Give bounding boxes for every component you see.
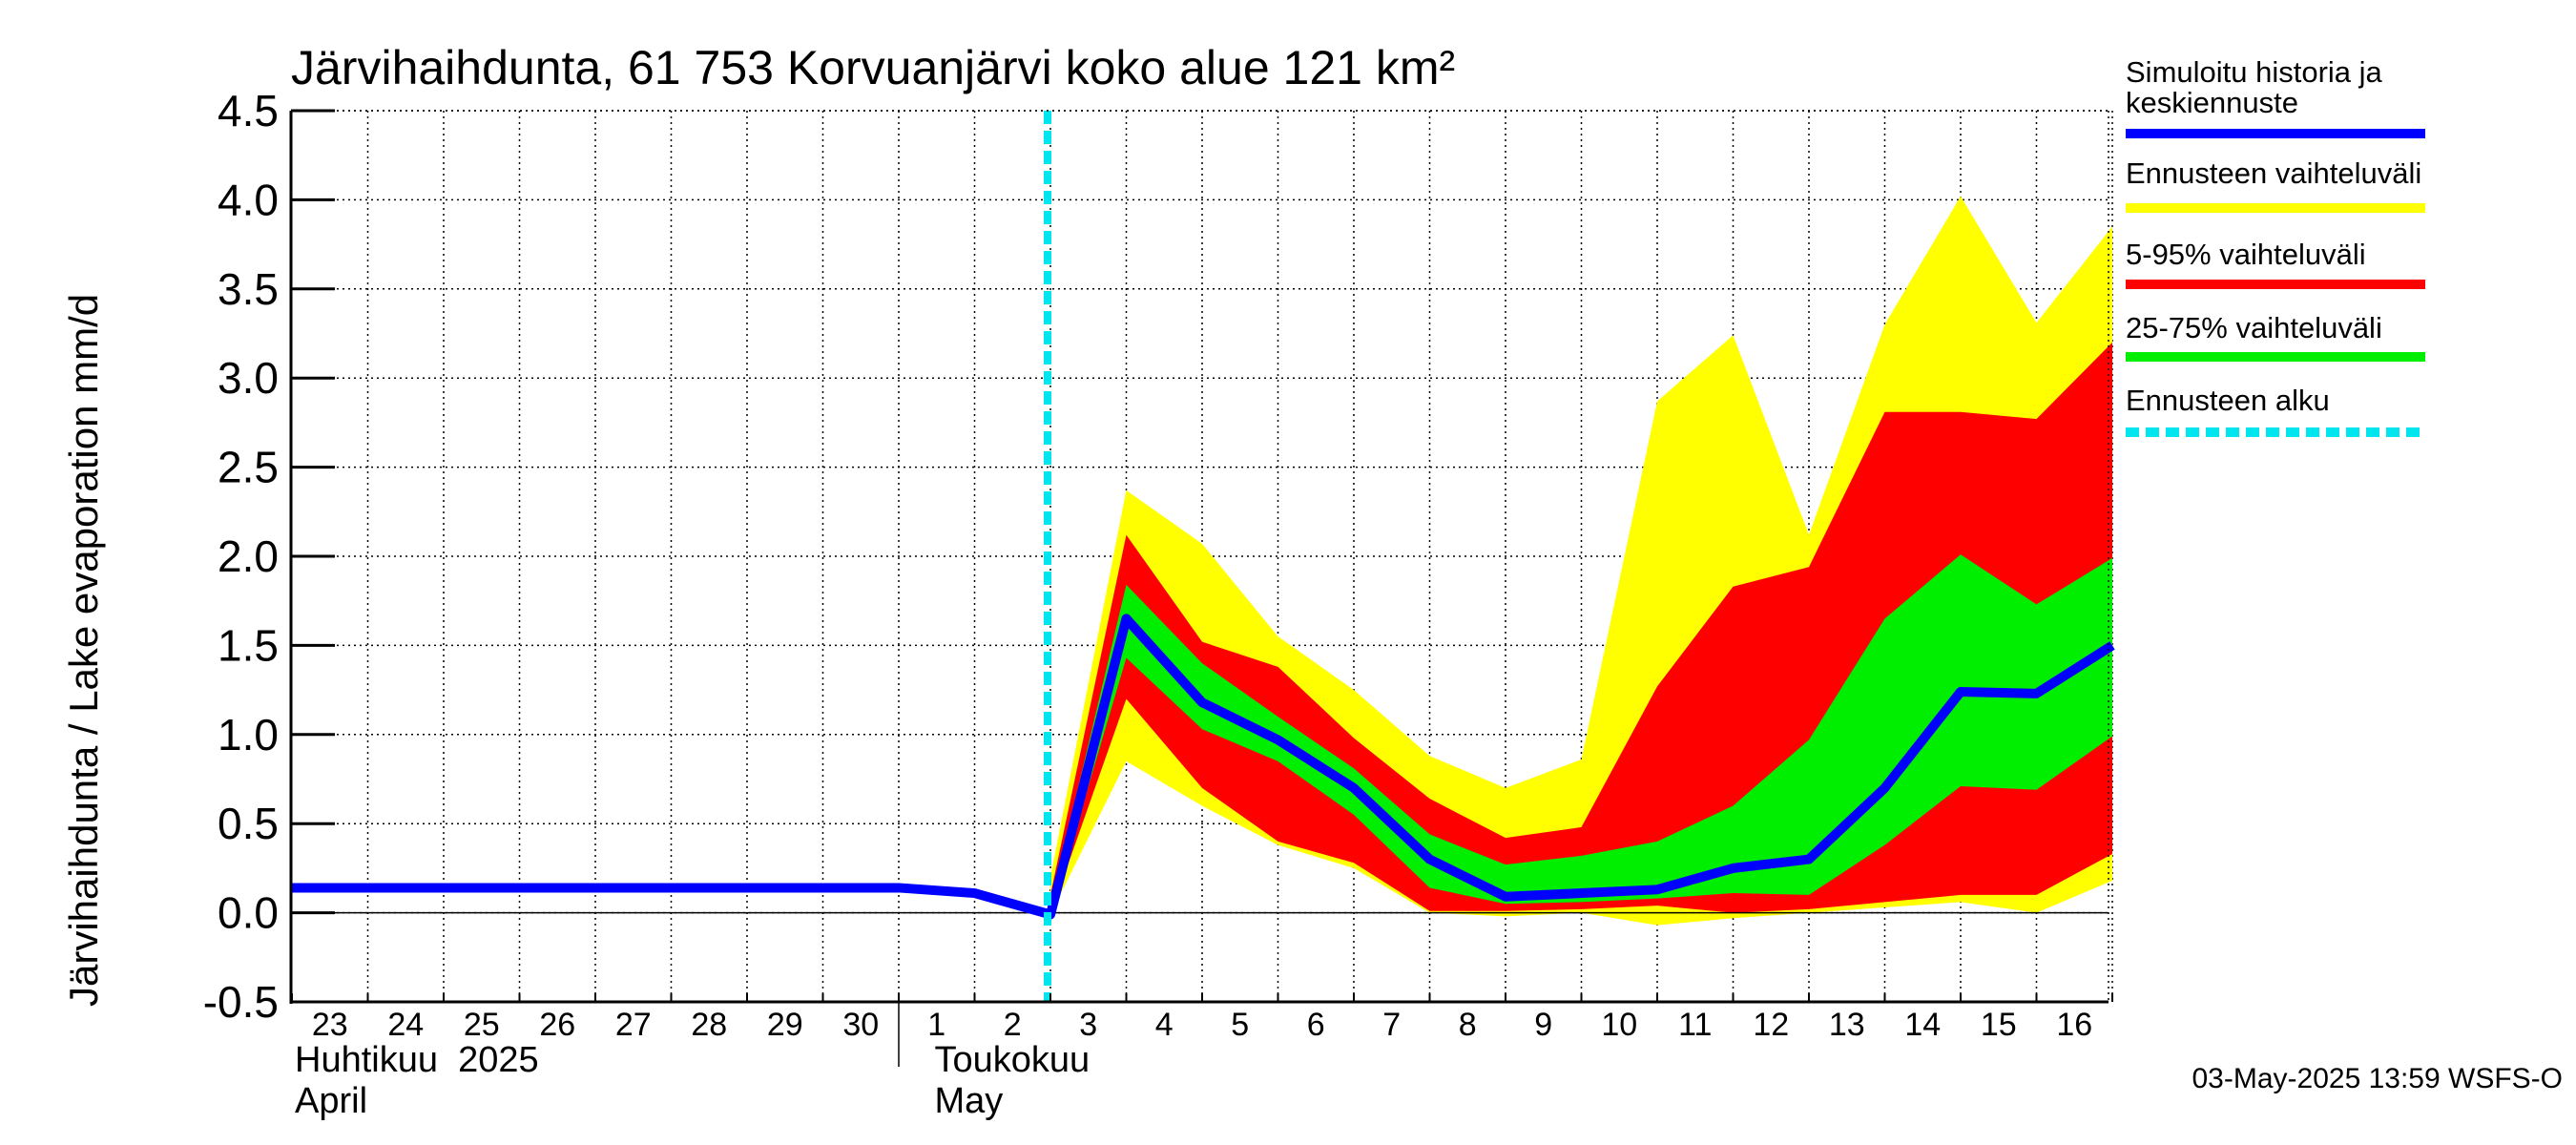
legend-label: 5-95% vaihteluväli — [2126, 238, 2366, 271]
y-axis-label: Järvihaihdunta / Lake evaporation mm/d — [61, 294, 106, 1007]
y-tick-label: 2.0 — [218, 531, 279, 581]
y-tick-labels: -0.5 0.0 0.5 1.0 1.5 2.0 2.5 3.0 3.5 4.0 4.5 — [203, 86, 279, 1027]
y-tick-label: 1.0 — [218, 710, 279, 760]
month-label-en: April — [295, 1081, 367, 1121]
x-tick-label: 1 — [927, 1007, 945, 1043]
chart-title: Järvihaihdunta, 61 753 Korvuanjärvi koko… — [291, 41, 1455, 94]
month-label-en: May — [935, 1081, 1004, 1121]
month-label-fi: Toukokuu — [935, 1040, 1091, 1080]
x-tick-label: 30 — [842, 1007, 879, 1043]
x-tick-label: 16 — [2056, 1007, 2092, 1043]
legend-label: Simuloitu historia ja — [2126, 55, 2383, 89]
x-tick-label: 2 — [1004, 1007, 1022, 1043]
y-tick-label: 1.5 — [218, 620, 279, 670]
y-tick-label: 0.0 — [218, 888, 279, 938]
axes — [289, 109, 2113, 1004]
y-tick-label: 2.5 — [218, 443, 279, 492]
x-tick-label: 4 — [1155, 1007, 1174, 1043]
x-tick-label: 15 — [1981, 1007, 2017, 1043]
y-tick-label: 0.5 — [218, 799, 279, 848]
legend-label: Ennusteen vaihteluväli — [2126, 156, 2421, 190]
x-tick-label: 7 — [1382, 1007, 1401, 1043]
x-tick-label: 25 — [464, 1007, 500, 1043]
month-label-fi: Huhtikuu 2025 — [295, 1040, 539, 1080]
x-tick-label: 12 — [1753, 1007, 1789, 1043]
x-tick-label: 23 — [312, 1007, 348, 1043]
x-tick-label: 14 — [1904, 1007, 1941, 1043]
y-tick-label: 4.0 — [218, 175, 279, 224]
x-tick-label: 26 — [539, 1007, 575, 1043]
x-tick-label: 9 — [1534, 1007, 1552, 1043]
y-tick-label: 3.0 — [218, 353, 279, 403]
x-tick-label: 6 — [1307, 1007, 1325, 1043]
x-tick-labels: 23 24 25 26 27 28 29 30 1 2 3 4 5 6 7 8 9 10 11 12 13 14 15 16 — [312, 1007, 2092, 1043]
legend-label: Ennusteen alku — [2126, 384, 2330, 417]
x-tick-label: 28 — [691, 1007, 727, 1043]
x-tick-label: 11 — [1678, 1007, 1712, 1043]
legend-label: keskiennuste — [2126, 86, 2298, 119]
y-tick-label: -0.5 — [203, 977, 279, 1027]
x-tick-label: 10 — [1601, 1007, 1637, 1043]
timestamp-footer: 03-May-2025 13:59 WSFS-O — [2192, 1063, 2564, 1094]
x-tick-label: 24 — [387, 1007, 424, 1043]
x-tick-label: 3 — [1079, 1007, 1097, 1043]
x-tick-label: 5 — [1231, 1007, 1249, 1043]
x-tick-label: 8 — [1459, 1007, 1477, 1043]
x-tick-label: 27 — [615, 1007, 652, 1043]
median-line — [291, 614, 2115, 920]
legend-label: 25-75% vaihteluväli — [2126, 311, 2382, 344]
x-tick-label: 13 — [1829, 1007, 1865, 1043]
y-tick-label: 3.5 — [218, 264, 279, 314]
x-tick-label: 29 — [767, 1007, 803, 1043]
y-tick-label: 4.5 — [218, 86, 279, 135]
